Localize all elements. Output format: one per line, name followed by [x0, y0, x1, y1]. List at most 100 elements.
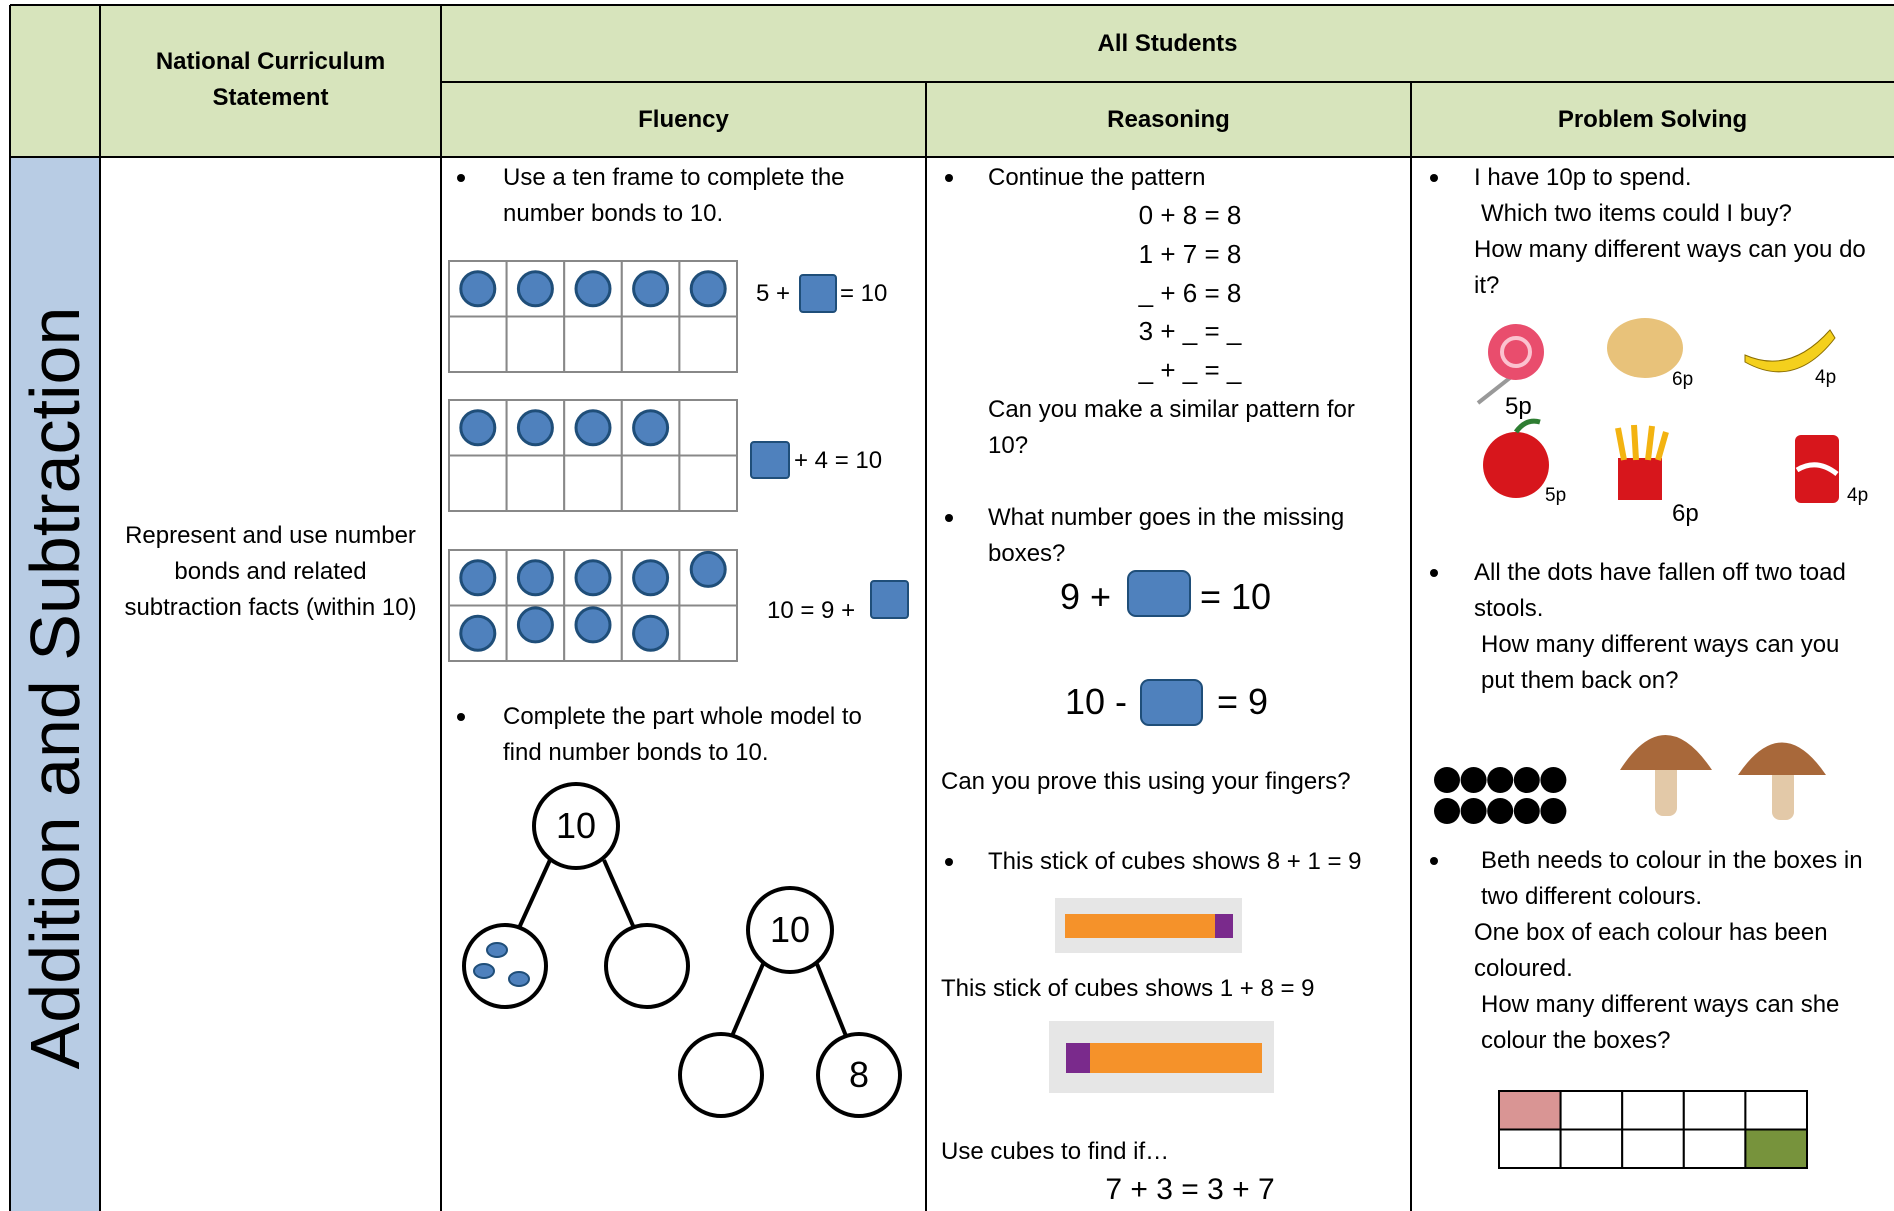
counter [632, 614, 670, 652]
shop-items [1476, 318, 1839, 503]
counter [632, 409, 670, 447]
equation: 9 + [1060, 576, 1112, 617]
dot [1540, 767, 1567, 793]
header-problem-solving: Problem Solving [1557, 106, 1748, 133]
price-label: 6p [1672, 500, 1699, 527]
frame-cell [563, 454, 623, 512]
reasoning-task: What number goes in the missing boxes? [988, 504, 1345, 567]
dot [1434, 767, 1460, 793]
dot [1460, 767, 1487, 793]
bullet [457, 713, 465, 721]
dot [1513, 798, 1540, 824]
equation: 10 - [1065, 681, 1128, 722]
equation: = 10 [1200, 576, 1272, 617]
equation: = 9 [1217, 681, 1269, 722]
counter [459, 559, 497, 597]
counter [516, 559, 554, 597]
frame-cell [678, 454, 739, 512]
table-lines [9, 4, 1894, 1211]
dot [1487, 767, 1514, 793]
header-curriculum: National Curriculum Statement [155, 48, 386, 111]
dot [1434, 798, 1460, 824]
reasoning-text: Use cubes to find if… [941, 1138, 1170, 1165]
equation: + 4 = 10 [794, 447, 883, 474]
part-whole-models [462, 782, 902, 1118]
grid-box [1744, 1128, 1809, 1169]
counter [574, 559, 612, 597]
grid-box [1498, 1090, 1562, 1131]
frame-cell [678, 399, 739, 457]
counter [459, 270, 497, 308]
answer-boxes [750, 274, 1203, 726]
counter [516, 270, 554, 308]
counter [574, 606, 612, 644]
ps-text: All the dots have fallen off two toad st… [1474, 559, 1846, 622]
grid-box [1559, 1128, 1624, 1169]
statement: Represent and use number bonds and relat… [124, 522, 417, 621]
bullet [945, 174, 953, 182]
frame-cell [620, 315, 681, 373]
counter [459, 409, 497, 447]
frame-cell [505, 454, 566, 512]
bullet [1430, 857, 1438, 865]
colour-grid [1498, 1090, 1809, 1169]
ps-text: Which two items could I buy? [1481, 200, 1792, 227]
ten-frames [448, 260, 739, 662]
grid-box [1621, 1128, 1685, 1169]
part-label: 8 [848, 1054, 870, 1095]
bullet [1430, 174, 1438, 182]
fluency-task: Use a ten frame to complete the number b… [503, 164, 845, 227]
counter [459, 614, 497, 652]
ps-text: How many different ways can you put them… [1481, 631, 1840, 694]
strand-bg [10, 157, 100, 1211]
counter [574, 270, 612, 308]
bullet [457, 174, 465, 182]
pattern-line: 1 + 7 = 8 [1138, 238, 1242, 269]
frame-cell [620, 454, 681, 512]
equation: = 10 [840, 280, 888, 307]
reasoning-task: This stick of cubes shows 8 + 1 = 9 [988, 848, 1362, 875]
grid-box [1682, 1128, 1747, 1169]
pattern-line: _ + 6 = 8 [1138, 277, 1242, 308]
dots [1434, 767, 1567, 824]
header-reasoning: Reasoning [1107, 106, 1230, 133]
ps-text: How many different ways can you do it? [1474, 236, 1866, 299]
frame-cell [505, 315, 566, 373]
dot [1540, 798, 1567, 824]
grid-box [1559, 1090, 1624, 1131]
pattern-line: 3 + _ = _ [1138, 316, 1242, 347]
ps-text: How many different ways can she colour t… [1481, 991, 1840, 1054]
equation: 10 = 9 + [767, 597, 856, 624]
strand-label: Addition and Subtraction [16, 306, 94, 1070]
bullet [1430, 569, 1438, 577]
counter [632, 270, 670, 308]
frame-cell [448, 315, 508, 373]
counters [473, 942, 530, 987]
equation: 5 + [756, 280, 791, 307]
whole-label: 10 [555, 805, 597, 846]
dot [1460, 798, 1487, 824]
toadstools [1620, 735, 1826, 820]
dot [1513, 767, 1540, 793]
fluency-task: Complete the part whole model to find nu… [503, 703, 862, 766]
pattern-line: 0 + 8 = 8 [1138, 200, 1242, 230]
counter [632, 559, 670, 597]
equation: 7 + 3 = 3 + 7 [1105, 1173, 1275, 1206]
reasoning-text: Can you make a similar pattern for 10? [988, 396, 1355, 459]
grid-box [1498, 1128, 1562, 1169]
pattern-line: _ + _ = _ [1138, 355, 1242, 386]
price-label: 4p [1847, 485, 1869, 506]
reasoning-task: Continue the pattern [988, 164, 1206, 191]
ps-text: One box of each colour has been coloured… [1474, 919, 1828, 982]
cube-sticks [1049, 898, 1274, 1093]
counter [689, 550, 727, 588]
frame-cell [678, 315, 739, 373]
counter [689, 270, 727, 308]
dot [1487, 798, 1514, 824]
frame-cell [563, 315, 623, 373]
reasoning-text: This stick of cubes shows 1 + 8 = 9 [941, 975, 1315, 1002]
price-label: 5p [1505, 393, 1532, 420]
frame-cell [448, 454, 508, 512]
